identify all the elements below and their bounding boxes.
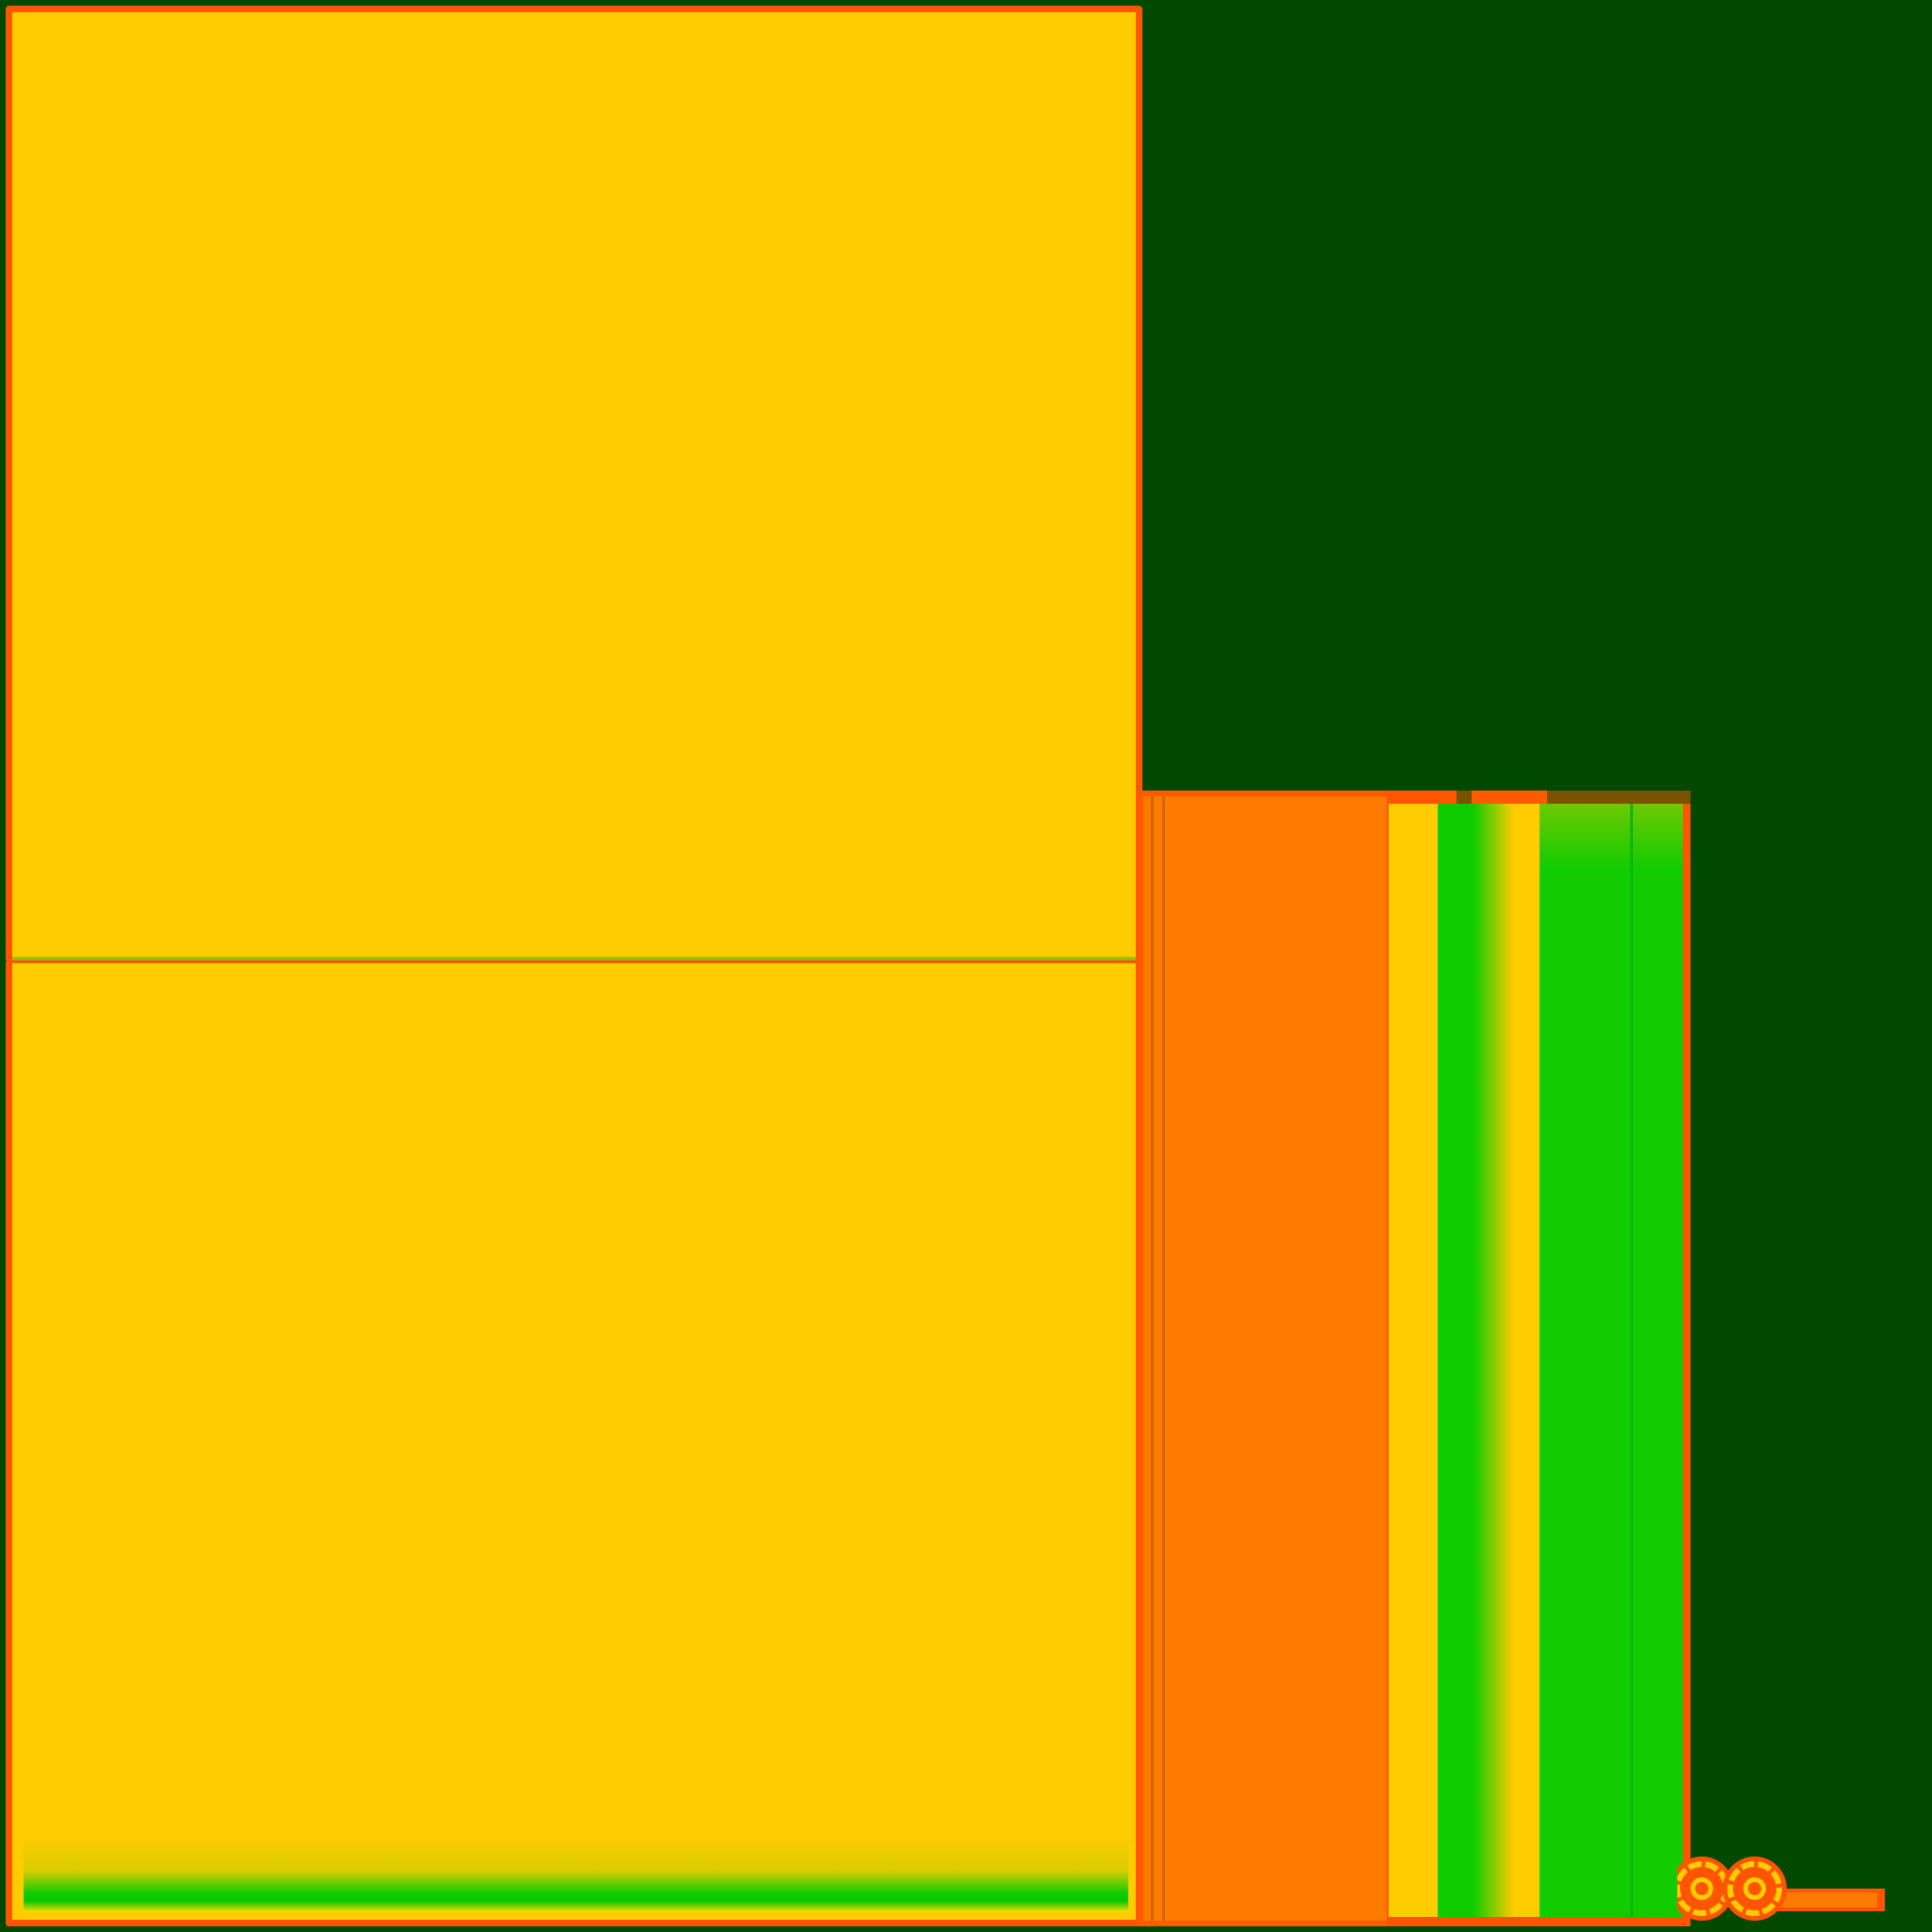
- texture-panel-bottom: [6, 960, 1142, 1926]
- strip-line: [1162, 796, 1165, 1921]
- green-yellow-gradient-column: [1438, 804, 1540, 1917]
- panel-seam: [12, 957, 1136, 960]
- column-top-fade: [1540, 804, 1683, 870]
- texture-panel-top: [6, 6, 1142, 963]
- green-column: [1540, 804, 1683, 1917]
- orange-strip: [1138, 791, 1392, 1926]
- green-gradient-strip: [24, 1837, 1128, 1912]
- yellow-column: [1389, 804, 1438, 1917]
- column-divider: [1630, 804, 1633, 1917]
- double-ring-icon: [1670, 1851, 1904, 1926]
- band-cap: [1472, 791, 1547, 804]
- strip-line: [1151, 796, 1154, 1921]
